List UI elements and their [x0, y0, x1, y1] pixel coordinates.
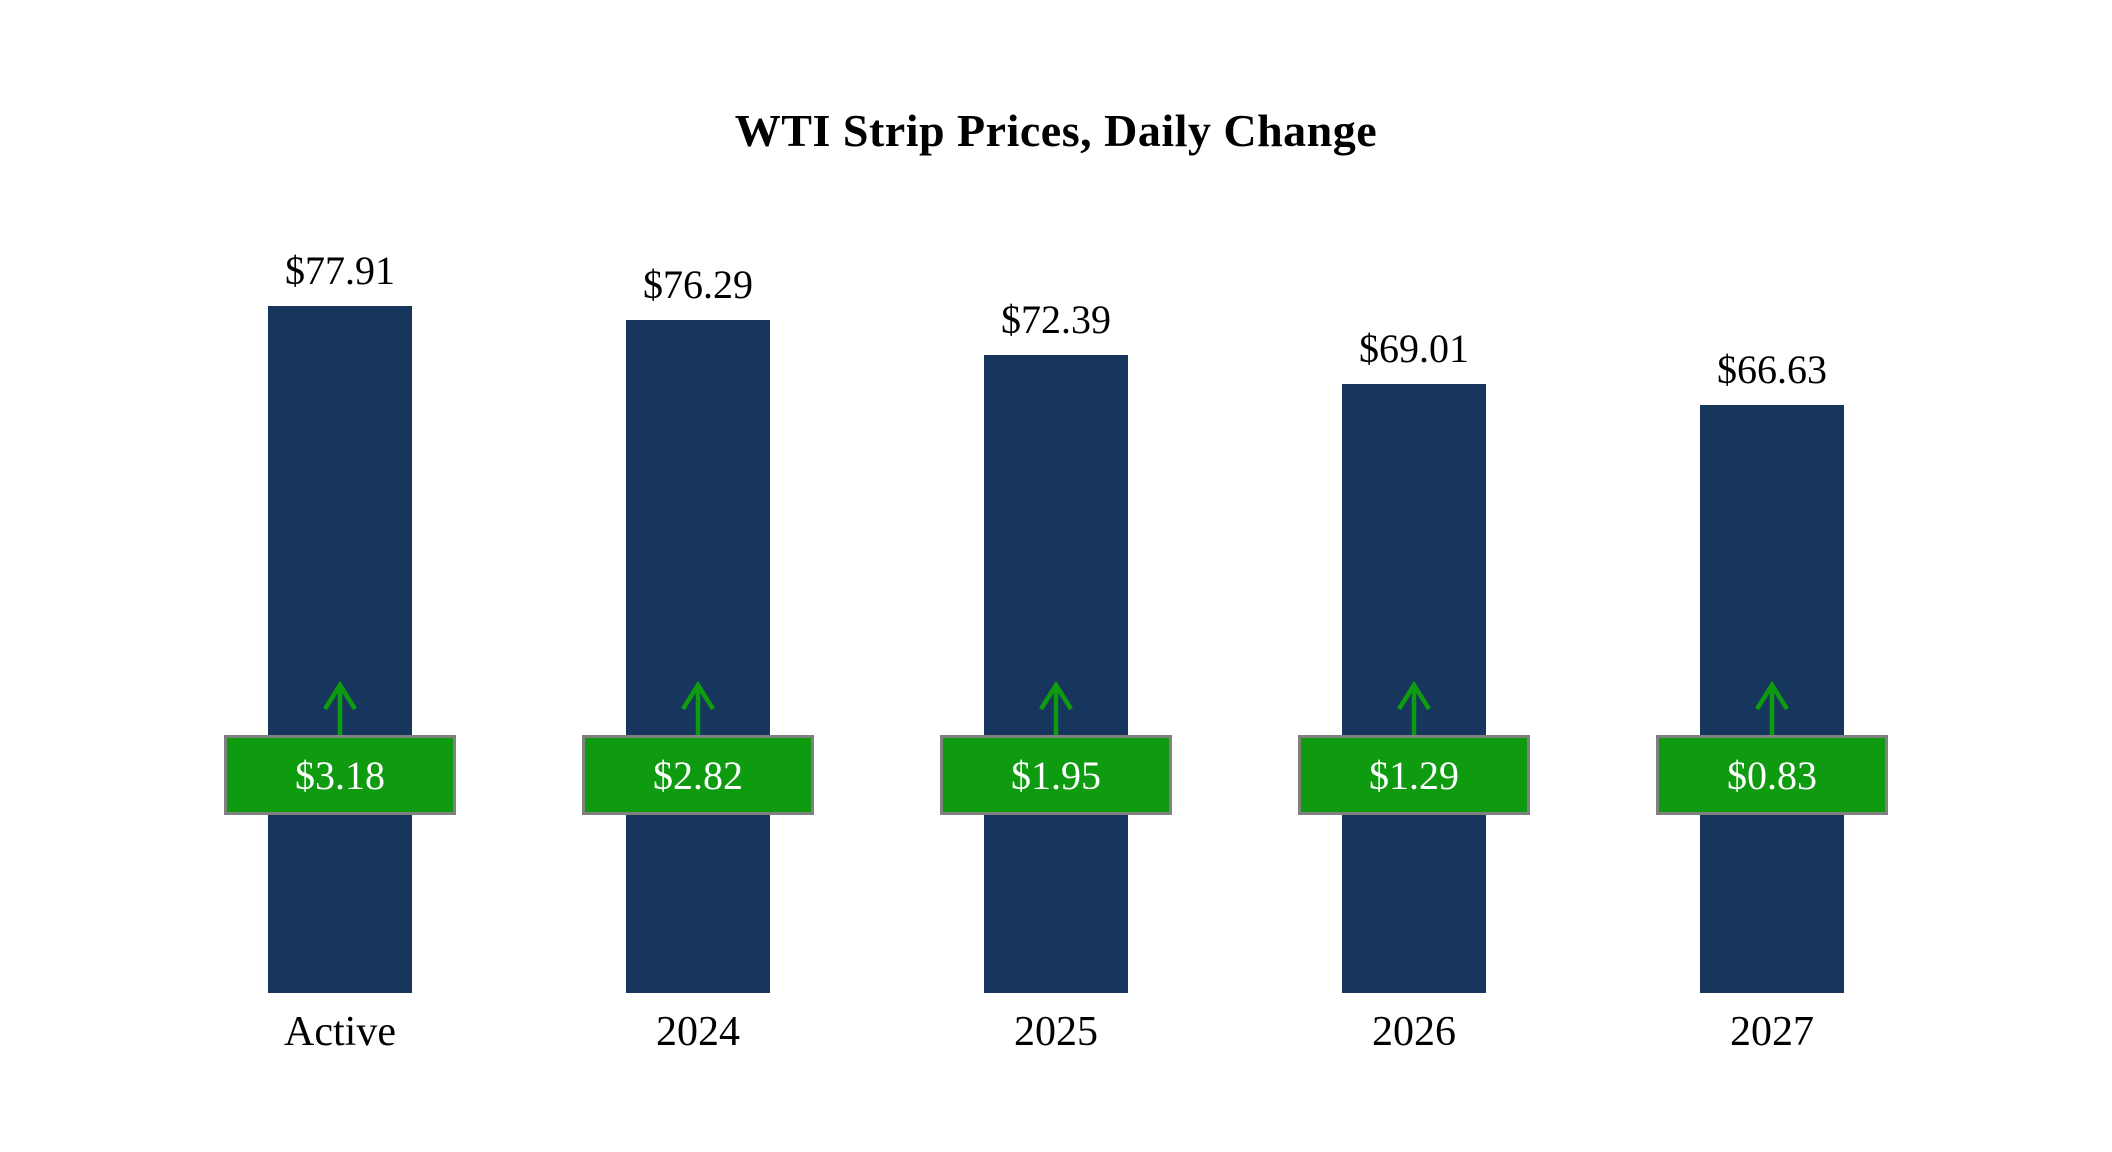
bar-value-label: $72.39 — [1001, 297, 1111, 342]
daily-change-indicator: $2.82 — [582, 679, 814, 815]
plot-area: $77.91 $3.18 Active $76.29 $2.82 2024 $72.39 $1… — [161, 0, 1951, 1152]
up-arrow-icon — [1397, 680, 1431, 735]
bar-value-label: $69.01 — [1359, 326, 1469, 371]
category-label: 2025 — [1014, 1009, 1098, 1055]
chart-column: $76.29 $2.82 2024 — [519, 0, 877, 1152]
chart-column: $72.39 $1.95 2025 — [877, 0, 1235, 1152]
chart-column: $77.91 $3.18 Active — [161, 0, 519, 1152]
daily-change-badge: $2.82 — [582, 735, 814, 815]
up-arrow-icon — [323, 680, 357, 735]
daily-change-badge: $3.18 — [224, 735, 456, 815]
up-arrow-icon — [681, 680, 715, 735]
price-bar — [984, 355, 1128, 993]
price-bar — [626, 320, 770, 993]
bar-value-label: $77.91 — [285, 248, 395, 293]
daily-change-badge: $0.83 — [1656, 735, 1888, 815]
bar-value-label: $76.29 — [643, 262, 753, 307]
chart-column: $69.01 $1.29 2026 — [1235, 0, 1593, 1152]
daily-change-indicator: $1.29 — [1298, 679, 1530, 815]
daily-change-badge: $1.95 — [940, 735, 1172, 815]
daily-change-indicator: $3.18 — [224, 679, 456, 815]
daily-change-indicator: $1.95 — [940, 679, 1172, 815]
category-label: 2026 — [1372, 1009, 1456, 1055]
up-arrow-icon — [1039, 680, 1073, 735]
daily-change-indicator: $0.83 — [1656, 679, 1888, 815]
bar-value-label: $66.63 — [1717, 347, 1827, 392]
chart-title: WTI Strip Prices, Daily Change — [734, 105, 1378, 156]
category-label: 2024 — [656, 1009, 740, 1055]
daily-change-badge: $1.29 — [1298, 735, 1530, 815]
up-arrow-icon — [1755, 680, 1789, 735]
category-label: 2027 — [1730, 1009, 1814, 1055]
price-bar — [268, 306, 412, 993]
category-label: Active — [284, 1009, 396, 1055]
chart-column: $66.63 $0.83 2027 — [1593, 0, 1951, 1152]
